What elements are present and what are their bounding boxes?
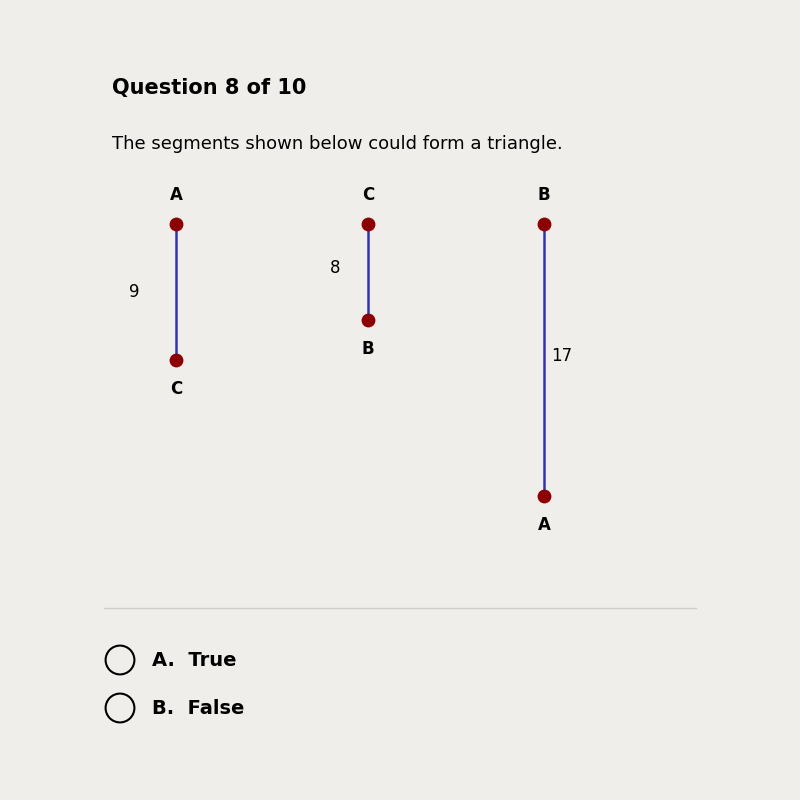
Text: 17: 17 [551, 347, 572, 365]
Text: The segments shown below could form a triangle.: The segments shown below could form a tr… [112, 135, 562, 153]
Text: C: C [362, 186, 374, 204]
Text: B: B [538, 186, 550, 204]
Point [170, 354, 182, 366]
Text: A: A [170, 186, 182, 204]
Text: 8: 8 [330, 259, 340, 277]
Text: A: A [538, 516, 550, 534]
Point [362, 314, 374, 326]
Point [538, 490, 550, 502]
Text: B: B [362, 340, 374, 358]
Point [538, 218, 550, 230]
Point [170, 218, 182, 230]
Text: A.  True: A. True [152, 650, 237, 670]
Text: Question 8 of 10: Question 8 of 10 [112, 78, 306, 98]
Text: C: C [170, 380, 182, 398]
Point [362, 218, 374, 230]
Text: 9: 9 [130, 283, 140, 301]
Text: B.  False: B. False [152, 698, 244, 718]
